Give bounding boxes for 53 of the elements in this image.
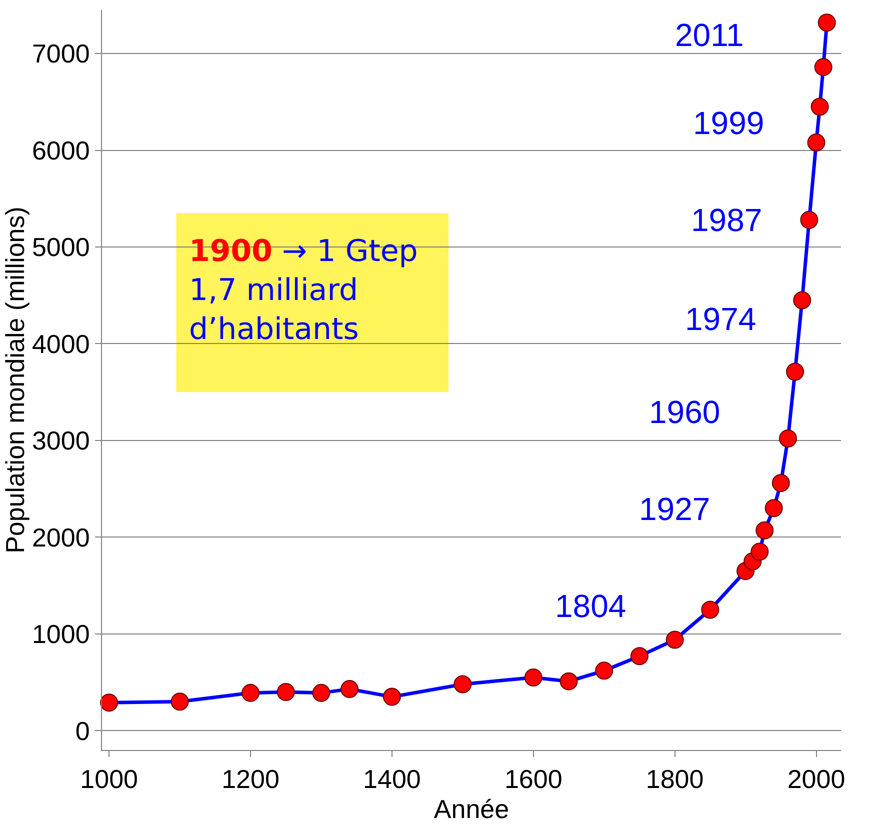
point — [818, 14, 836, 32]
point — [312, 684, 330, 702]
point — [810, 98, 829, 116]
point — [170, 692, 189, 711]
point — [814, 58, 832, 76]
x-tick-label: 1600 — [504, 764, 562, 794]
y-tick-label: 6000 — [32, 135, 90, 166]
y-tick-label: 1000 — [32, 619, 90, 650]
y-tick-label: 0 — [75, 716, 90, 746]
point — [807, 134, 826, 152]
annotation: 1974 — [685, 301, 756, 337]
annotation: 1900 — [189, 234, 272, 269]
y-tick-label: 2000 — [32, 522, 90, 552]
annotation: d’habitants — [189, 312, 359, 347]
x-tick-label: 2000 — [787, 764, 846, 794]
point — [276, 682, 295, 701]
x-tick-label: 1000 — [80, 764, 138, 794]
y-tick-label: 5000 — [32, 232, 90, 262]
point — [772, 474, 790, 492]
y-tick-label: 7000 — [32, 38, 90, 69]
point — [793, 291, 812, 310]
point — [560, 672, 578, 690]
point — [778, 430, 797, 448]
point — [524, 668, 542, 686]
y-tick-label: 4000 — [32, 328, 90, 359]
point — [340, 680, 359, 698]
annotation: 1999 — [693, 105, 764, 141]
point — [800, 210, 818, 229]
x-tick-label: 1800 — [646, 764, 704, 794]
point — [764, 499, 783, 518]
point — [701, 600, 720, 619]
annotation: → 1 Gtep — [282, 234, 418, 269]
point — [382, 688, 401, 706]
x-axis-title: Année — [434, 794, 510, 824]
point — [666, 630, 684, 649]
point — [786, 362, 804, 381]
annotation: 2011 — [675, 17, 744, 53]
y-axis-title: Population mondiale (millions) — [0, 206, 30, 554]
point — [100, 694, 118, 712]
point — [595, 662, 614, 680]
x-tick-label: 1400 — [363, 764, 421, 794]
annotation: 1987 — [691, 202, 762, 238]
point — [630, 647, 648, 666]
annotation: 1960 — [649, 394, 720, 430]
point — [454, 675, 472, 694]
x-tick-label: 1200 — [222, 764, 280, 794]
point — [756, 521, 774, 540]
point — [750, 542, 769, 561]
annotation: 1927 — [639, 491, 710, 527]
annotation: 1,7 milliard — [189, 273, 358, 308]
y-tick-label: 3000 — [32, 426, 90, 456]
annotation: 1804 — [555, 588, 626, 624]
point — [242, 684, 260, 702]
